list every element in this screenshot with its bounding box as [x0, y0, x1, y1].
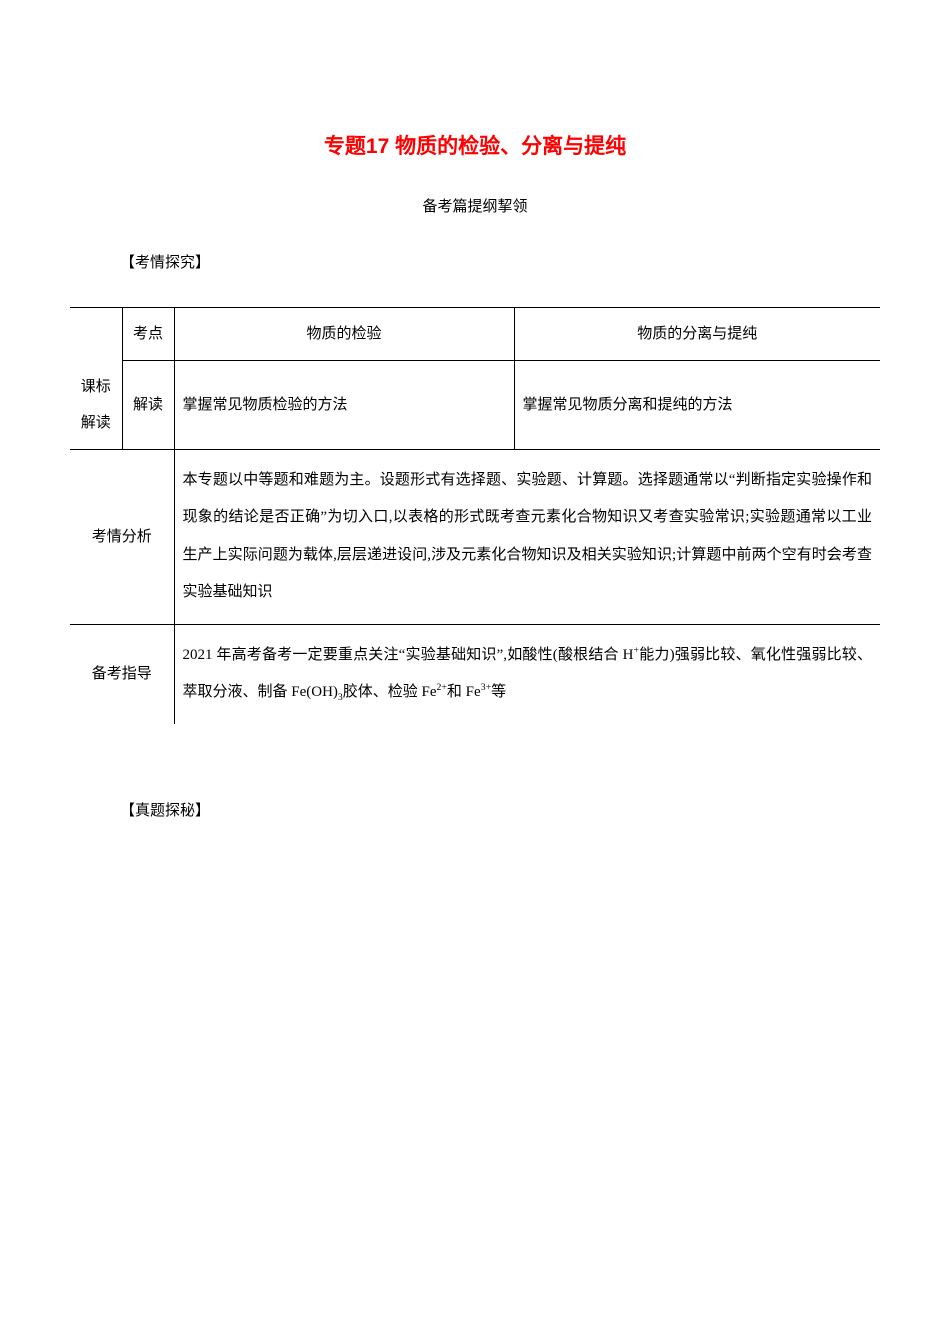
cell-inspection-header: 物质的检验 [174, 308, 514, 361]
table-row: 课标解读 解读 掌握常见物质检验的方法 掌握常见物质分离和提纯的方法 [70, 361, 880, 450]
cell-separation-header: 物质的分离与提纯 [514, 308, 880, 361]
cell-exam-guide-content: 2021 年高考备考一定要重点关注“实验基础知识”,如酸性(酸根结合 H+能力)… [174, 624, 880, 724]
superscript: 3+ [481, 682, 491, 693]
cell-course-standard-text: 课标解读 [70, 361, 122, 450]
text-fragment: 2021 年高考备考一定要重点关注“实验基础知识”,如酸性(酸根结合 H [183, 647, 634, 663]
cell-inspection-content: 掌握常见物质检验的方法 [174, 361, 514, 450]
cell-interpretation: 解读 [122, 361, 174, 450]
main-table: 考点 物质的检验 物质的分离与提纯 课标解读 解读 掌握常见物质检验的方法 掌握… [70, 307, 880, 724]
document-subtitle: 备考篇提纲挈领 [70, 195, 880, 216]
table-row: 备考指导 2021 年高考备考一定要重点关注“实验基础知识”,如酸性(酸根结合 … [70, 624, 880, 724]
document-title: 专题17 物质的检验、分离与提纯 [70, 130, 880, 160]
text-fragment: 等 [491, 684, 506, 700]
text-fragment: 胶体、检验 Fe [343, 684, 437, 700]
cell-exam-point-header: 考点 [122, 308, 174, 361]
cell-exam-analysis-content: 本专题以中等题和难题为主。设题形式有选择题、实验题、计算题。选择题通常以“判断指… [174, 449, 880, 624]
cell-separation-content: 掌握常见物质分离和提纯的方法 [514, 361, 880, 450]
table-row: 考情分析 本专题以中等题和难题为主。设题形式有选择题、实验题、计算题。选择题通常… [70, 449, 880, 624]
cell-exam-guide-label: 备考指导 [70, 624, 174, 724]
text-fragment: 和 Fe [447, 684, 481, 700]
cell-exam-analysis-label: 考情分析 [70, 449, 174, 624]
table-row: 考点 物质的检验 物质的分离与提纯 [70, 308, 880, 361]
section-exam-situation: 【考情探究】 [120, 251, 880, 272]
section-real-exam: 【真题探秘】 [120, 799, 880, 820]
superscript: 2+ [437, 682, 447, 693]
cell-course-standard [70, 308, 122, 361]
